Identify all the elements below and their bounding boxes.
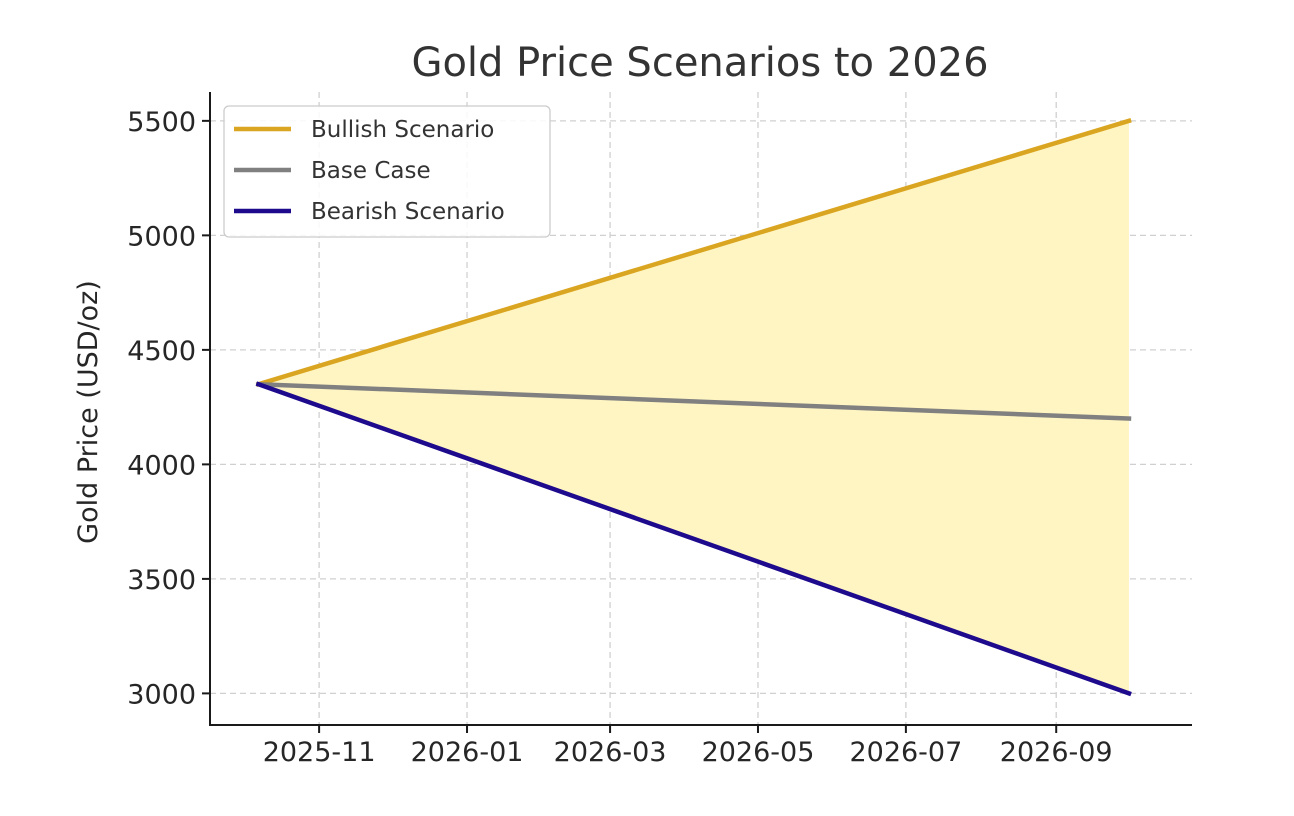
y-tick-label: 3000	[127, 679, 196, 710]
axes-layer	[209, 92, 1192, 726]
legend: Bullish Scenario Base Case Bearish Scenari…	[223, 105, 551, 238]
scenario-range-fill	[258, 120, 1129, 694]
y-tick-label: 3500	[127, 565, 196, 596]
legend-box	[223, 105, 551, 238]
x-tick-label: 2026-07	[849, 737, 962, 768]
y-tick-label: 4000	[127, 450, 196, 481]
bearish-scenario-line	[255, 381, 1132, 697]
y-tick-label: 4500	[127, 336, 196, 367]
bullish-scenario-line	[255, 118, 1132, 388]
x-tick-label: 2025-11	[263, 737, 376, 768]
x-tick-label: 2026-05	[702, 737, 815, 768]
fill-layer	[258, 120, 1129, 694]
y-tick-label: 5000	[127, 221, 196, 252]
y-axis-label: Gold Price (USD/oz)	[73, 280, 104, 544]
x-tick-label: 2026-03	[554, 737, 667, 768]
legend-base-case-label: Base Case	[311, 158, 431, 184]
x-tick-label: 2026-09	[1000, 737, 1113, 768]
legend-bearish-label: Bearish Scenario	[311, 199, 505, 225]
y-tick-label: 5500	[127, 107, 196, 138]
legend-bullish-label: Bullish Scenario	[311, 117, 494, 143]
chart-title: Gold Price Scenarios to 2026	[411, 40, 988, 86]
base-case-line	[256, 381, 1132, 421]
tick-layer: 3000 3500 4000 4500 5000 5500 2025-11 2026-01 20…	[127, 107, 1112, 768]
x-tick-label: 2026-01	[411, 737, 524, 768]
series-layer	[255, 118, 1132, 697]
